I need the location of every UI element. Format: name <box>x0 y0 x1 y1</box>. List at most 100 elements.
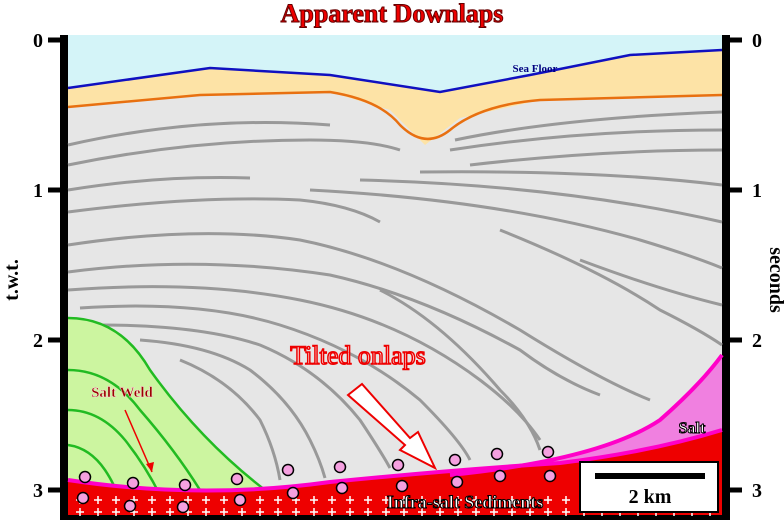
pebble <box>178 478 192 492</box>
plus <box>382 508 390 516</box>
plus <box>256 496 264 504</box>
infra-label: Infra-salt Sediments <box>387 492 544 512</box>
left-axis-label: t.w.t. <box>1 259 23 301</box>
weld-label: Salt Weld <box>91 385 153 401</box>
pebble <box>76 491 90 505</box>
plus <box>418 508 426 516</box>
plus <box>256 508 264 516</box>
salt-weld-area <box>68 318 265 498</box>
plus <box>112 496 120 504</box>
plus <box>490 508 498 516</box>
tick-label: 2 <box>752 330 762 352</box>
sea-floor <box>67 48 723 94</box>
plus <box>526 496 534 504</box>
tick-label: 1 <box>752 180 762 202</box>
plus <box>562 496 570 504</box>
plus <box>202 496 210 504</box>
pebble <box>450 475 464 489</box>
pebble <box>78 470 92 484</box>
pebble <box>448 453 462 467</box>
pebble <box>230 472 244 486</box>
tick-label: 1 <box>33 180 43 202</box>
plus <box>436 508 444 516</box>
pebble <box>281 463 295 477</box>
pebble <box>176 500 190 514</box>
pebble <box>126 476 140 490</box>
pebble <box>335 481 349 495</box>
plus <box>94 496 102 504</box>
onlap-label: Tilted onlaps <box>290 341 426 370</box>
plus <box>364 508 372 516</box>
plus <box>76 508 84 516</box>
plus <box>346 508 354 516</box>
plus <box>148 508 156 516</box>
plus <box>148 496 156 504</box>
plus <box>166 508 174 516</box>
plus <box>274 508 282 516</box>
water <box>68 35 722 92</box>
pebble <box>233 493 247 507</box>
plus <box>220 496 228 504</box>
tick-label: 0 <box>752 30 762 52</box>
plus <box>184 496 192 504</box>
salt-top <box>449 353 724 477</box>
plus <box>472 508 480 516</box>
weld-lines <box>67 316 266 498</box>
plus <box>544 496 552 504</box>
salt-label: Salt <box>679 420 706 437</box>
weld-arrow-head <box>146 462 154 472</box>
pebble <box>333 460 347 474</box>
plus <box>400 496 408 504</box>
plus <box>490 496 498 504</box>
plus <box>562 508 570 516</box>
tick-label: 3 <box>752 480 762 502</box>
plus <box>328 508 336 516</box>
tick-label: 0 <box>33 30 43 52</box>
plus <box>472 496 480 504</box>
reflectors <box>67 110 723 481</box>
pebble <box>123 499 137 513</box>
salt <box>450 355 722 475</box>
plus <box>328 496 336 504</box>
plus <box>382 496 390 504</box>
plus <box>238 508 246 516</box>
plus <box>202 508 210 516</box>
plus <box>310 496 318 504</box>
plus <box>94 508 102 516</box>
scale-label: 2 km <box>629 486 672 508</box>
plus <box>346 496 354 504</box>
plus <box>310 508 318 516</box>
pebble <box>543 469 557 483</box>
plus <box>544 508 552 516</box>
plus <box>364 496 372 504</box>
pebble <box>541 445 555 459</box>
pebble <box>395 479 409 493</box>
plus <box>292 508 300 516</box>
weld-arrow <box>124 409 153 473</box>
tick-label: 3 <box>33 480 43 502</box>
plus <box>526 508 534 516</box>
young-layer <box>68 50 722 145</box>
plus <box>454 508 462 516</box>
scale-box <box>579 461 719 513</box>
infra-salt <box>68 430 722 515</box>
sea-floor-label: Sea Floor <box>513 63 558 75</box>
pebble <box>391 458 405 472</box>
plus <box>436 496 444 504</box>
onlap-arrow <box>346 382 438 471</box>
right-axis-label: seconds <box>765 247 784 313</box>
plus <box>166 496 174 504</box>
plus <box>508 508 516 516</box>
ticks: 0 0 1 1 2 2 3 3 <box>33 30 762 502</box>
pebble <box>490 447 504 461</box>
plus <box>274 496 282 504</box>
plus <box>400 508 408 516</box>
plus <box>508 496 516 504</box>
pebble <box>493 469 507 483</box>
plus <box>112 508 120 516</box>
title: Apparent Downlaps <box>281 0 504 28</box>
plus <box>454 496 462 504</box>
plus <box>220 508 228 516</box>
tick-label: 2 <box>33 330 43 352</box>
